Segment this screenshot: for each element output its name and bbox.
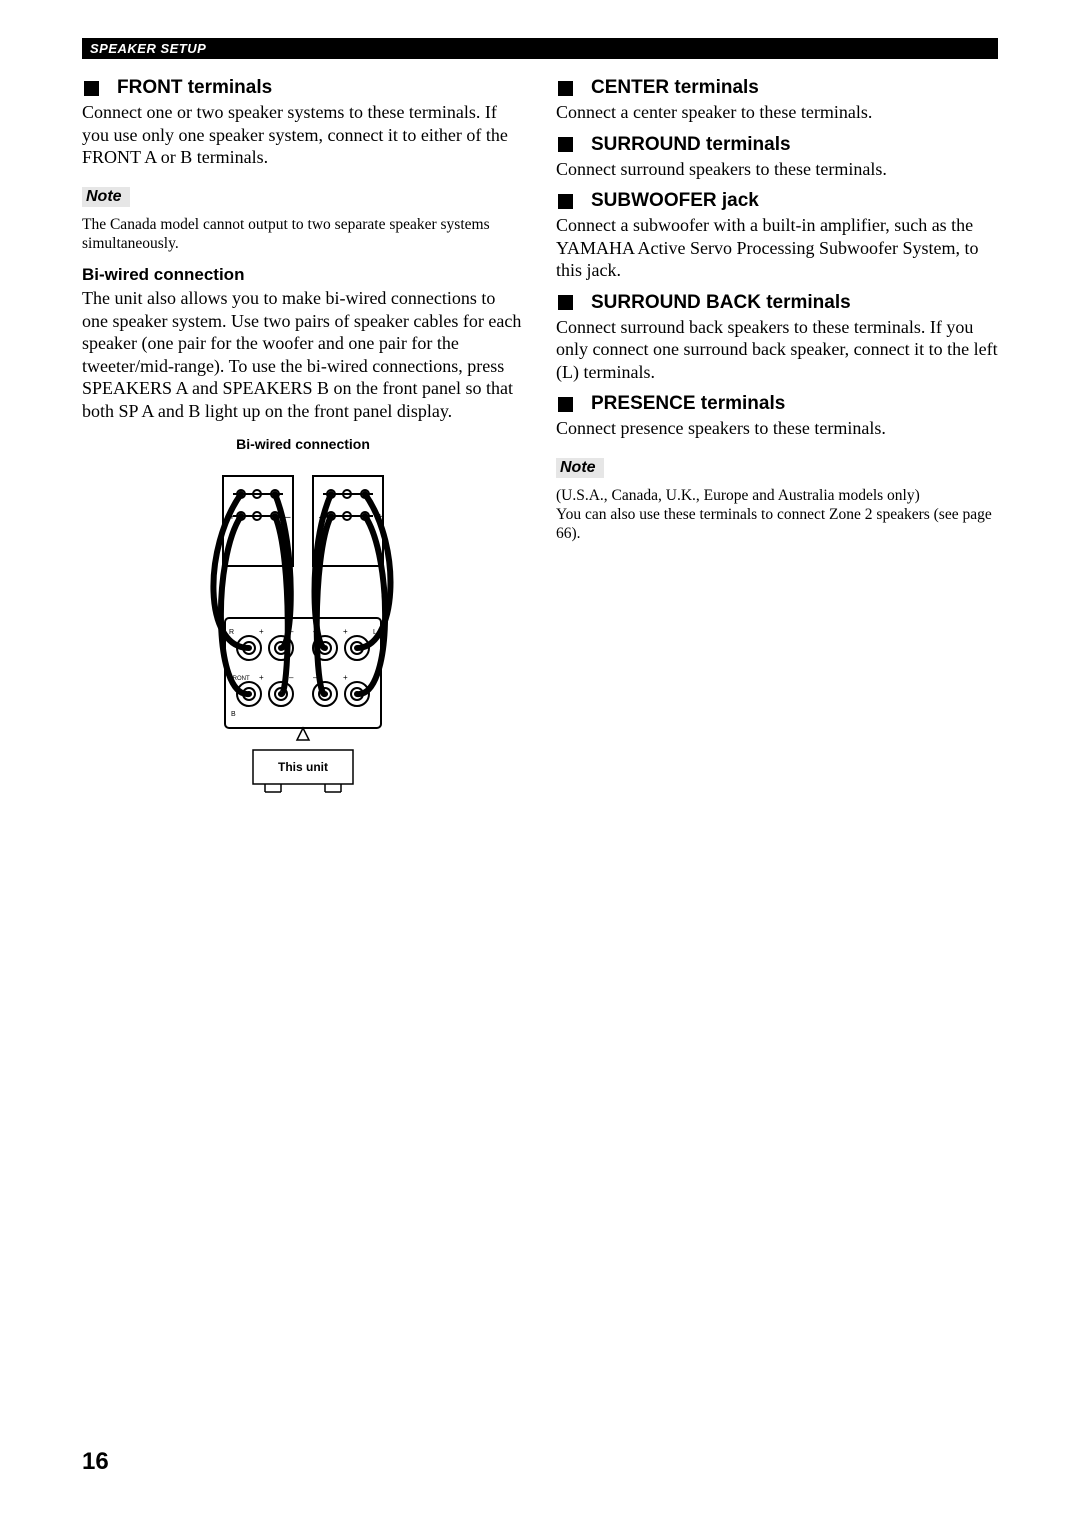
surround-heading: SURROUND terminals (556, 134, 998, 156)
wiring-diagram-svg: + – – + R L (193, 458, 413, 808)
subwoofer-body: Connect a subwoofer with a built-in ampl… (556, 214, 998, 282)
note-label-2: Note (556, 458, 604, 478)
subwoofer-heading: SUBWOOFER jack (556, 190, 998, 212)
svg-text:+: + (259, 673, 264, 682)
surround-back-heading-text: SURROUND BACK terminals (591, 292, 851, 314)
svg-text:+: + (343, 627, 348, 636)
presence-body: Connect presence speakers to these termi… (556, 417, 998, 440)
surround-body: Connect surround speakers to these termi… (556, 158, 998, 181)
content-columns: FRONT terminals Connect one or two speak… (82, 75, 998, 808)
svg-text:+: + (259, 627, 264, 636)
front-heading: FRONT terminals (82, 77, 524, 99)
header-title: SPEAKER SETUP (90, 41, 206, 56)
biwired-body: The unit also allows you to make bi-wire… (82, 287, 524, 422)
presence-heading: PRESENCE terminals (556, 393, 998, 415)
svg-text:B: B (231, 711, 236, 718)
svg-text:+: + (343, 673, 348, 682)
note-body-1: The Canada model cannot output to two se… (82, 215, 524, 254)
left-column: FRONT terminals Connect one or two speak… (82, 75, 524, 808)
right-column: CENTER terminals Connect a center speake… (556, 75, 998, 808)
subwoofer-heading-text: SUBWOOFER jack (591, 190, 759, 212)
header-bar: SPEAKER SETUP (82, 38, 998, 59)
diagram-title: Bi-wired connection (82, 436, 524, 452)
note-label-1: Note (82, 187, 130, 207)
diagram-unit-label: This unit (278, 760, 328, 774)
presence-heading-text: PRESENCE terminals (591, 393, 785, 415)
front-heading-text: FRONT terminals (117, 77, 272, 99)
square-bullet-icon (558, 397, 573, 412)
square-bullet-icon (558, 295, 573, 310)
surround-back-body: Connect surround back speakers to these … (556, 316, 998, 384)
center-heading: CENTER terminals (556, 77, 998, 99)
surround-back-heading: SURROUND BACK terminals (556, 292, 998, 314)
surround-heading-text: SURROUND terminals (591, 134, 791, 156)
biwired-heading: Bi-wired connection (82, 265, 524, 285)
note-body-2: (U.S.A., Canada, U.K., Europe and Austra… (556, 486, 998, 544)
square-bullet-icon (84, 81, 99, 96)
front-body: Connect one or two speaker systems to th… (82, 101, 524, 169)
svg-text:–: – (289, 673, 294, 682)
square-bullet-icon (558, 81, 573, 96)
center-body: Connect a center speaker to these termin… (556, 101, 998, 124)
page-number: 16 (82, 1448, 109, 1476)
square-bullet-icon (558, 137, 573, 152)
svg-text:R: R (229, 629, 234, 636)
square-bullet-icon (558, 194, 573, 209)
center-heading-text: CENTER terminals (591, 77, 759, 99)
biwired-diagram: Bi-wired connection (82, 436, 524, 808)
